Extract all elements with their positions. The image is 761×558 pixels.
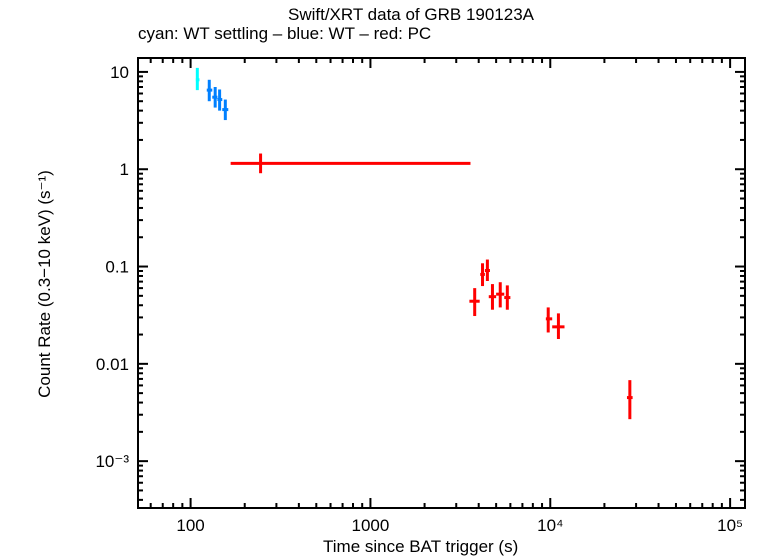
chart-subtitle: cyan: WT settling – blue: WT – red: PC <box>138 24 432 43</box>
y-tick-label: 1 <box>120 160 129 179</box>
plot-frame <box>137 57 746 509</box>
x-tick-label: 100 <box>176 516 204 535</box>
y-tick-label: 10⁻³ <box>95 452 129 471</box>
x-tick-label: 10⁴ <box>537 516 563 535</box>
y-tick-label: 10 <box>110 63 129 82</box>
y-tick-label: 0.1 <box>105 258 129 277</box>
y-tick-label: 0.01 <box>96 355 129 374</box>
x-tick-label: 1000 <box>352 516 390 535</box>
x-tick-label: 10⁵ <box>717 516 743 535</box>
x-axis-label: Time since BAT trigger (s) <box>323 537 519 556</box>
chart-title: Swift/XRT data of GRB 190123A <box>288 5 535 24</box>
